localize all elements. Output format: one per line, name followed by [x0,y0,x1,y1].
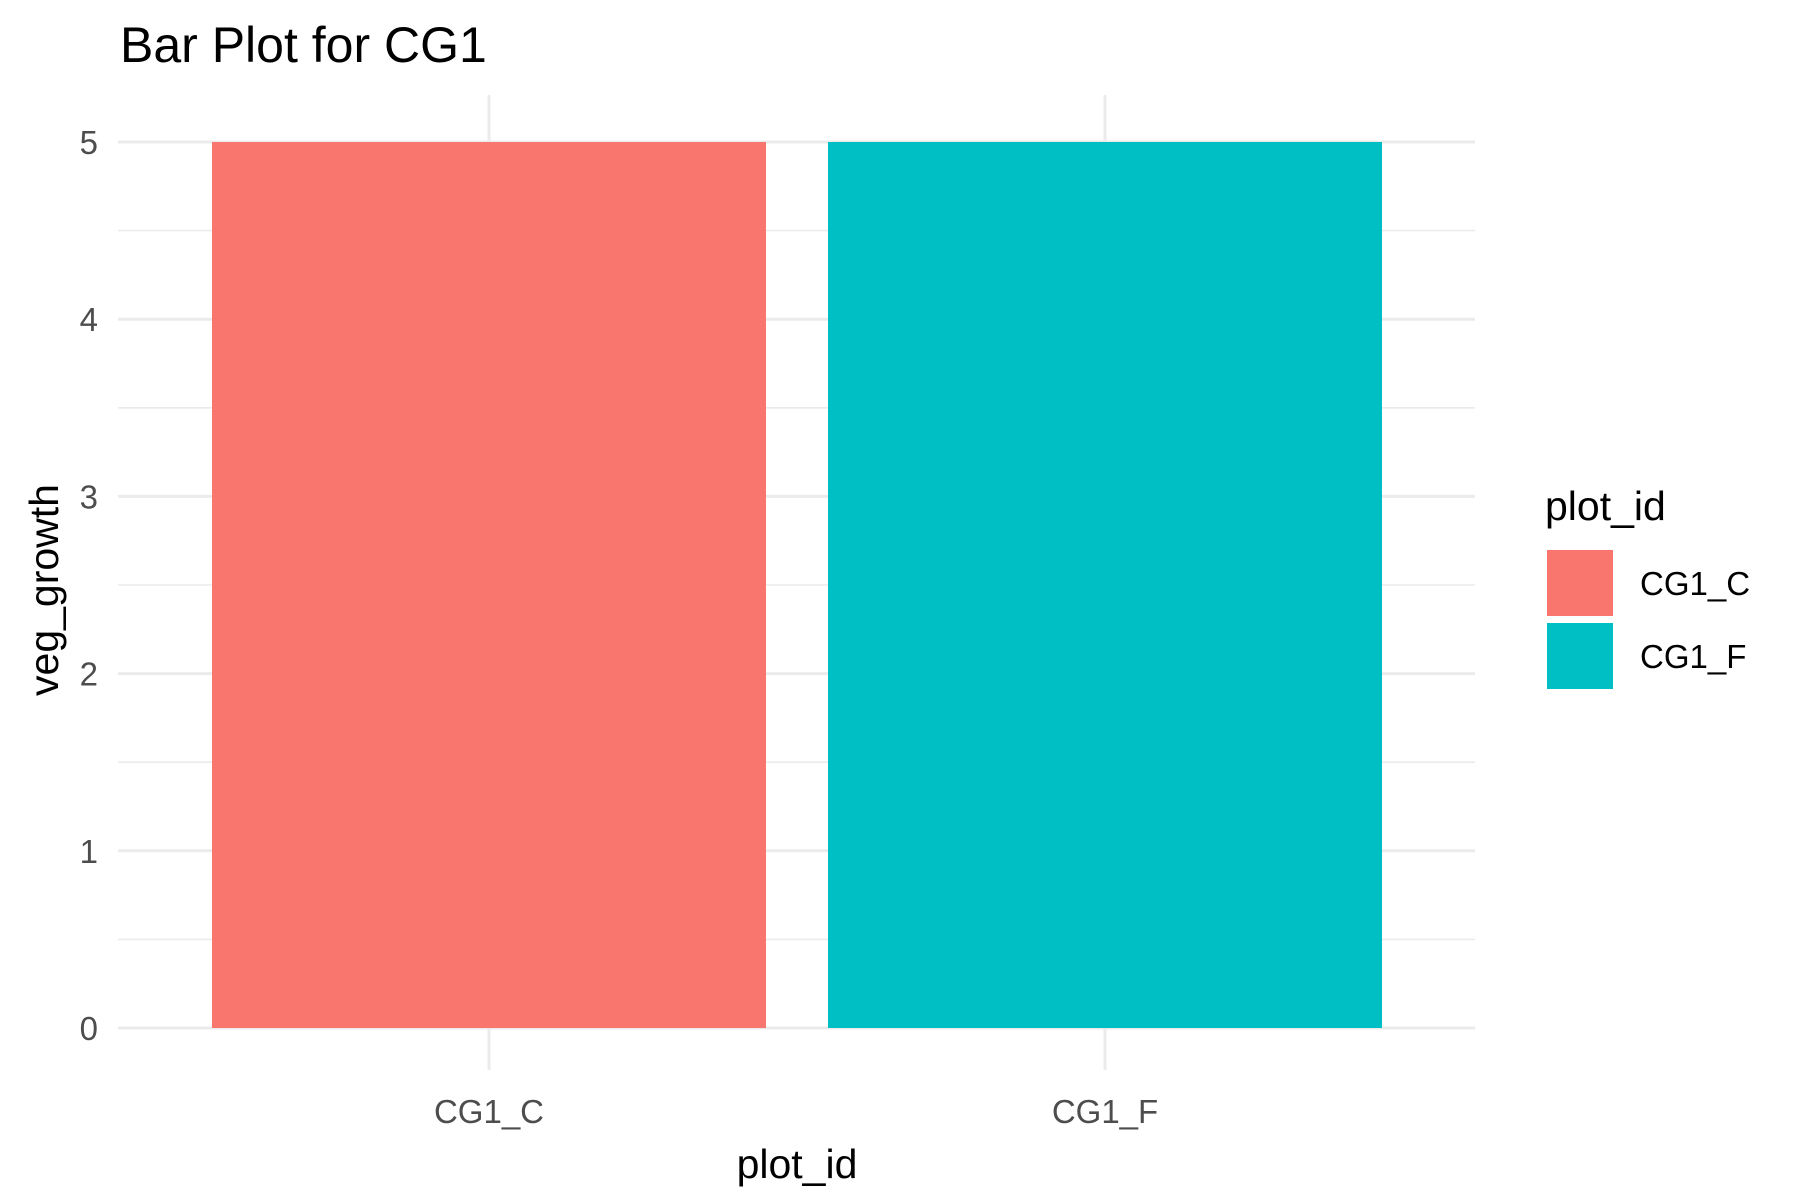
legend-entries: CG1_C CG1_F [1547,550,1750,689]
legend-label: CG1_F [1640,638,1746,675]
y-tick-label: 0 [80,1010,98,1047]
chart-title: Bar Plot for CG1 [120,17,487,73]
legend-title: plot_id [1545,483,1666,529]
legend-key [1547,623,1613,689]
bar-cg1-f [828,142,1382,1028]
bar-cg1-c [212,142,766,1028]
y-tick-label: 2 [80,656,98,693]
y-tick-label: 1 [80,833,98,870]
legend-key [1547,550,1613,616]
y-tick-label: 5 [80,124,98,161]
y-tick-label: 3 [80,478,98,515]
x-tick-label: CG1_F [1052,1093,1158,1130]
y-tick-label: 4 [80,301,98,338]
x-axis-title: plot_id [737,1141,858,1187]
tick-labels: 0 1 2 3 4 5 CG1_C CG1_F [80,124,1159,1130]
y-axis-title: veg_growth [21,484,67,696]
bars [212,142,1382,1028]
legend: plot_id CG1_C CG1_F [1545,483,1750,689]
legend-label: CG1_C [1640,565,1750,602]
x-tick-label: CG1_C [434,1093,544,1130]
